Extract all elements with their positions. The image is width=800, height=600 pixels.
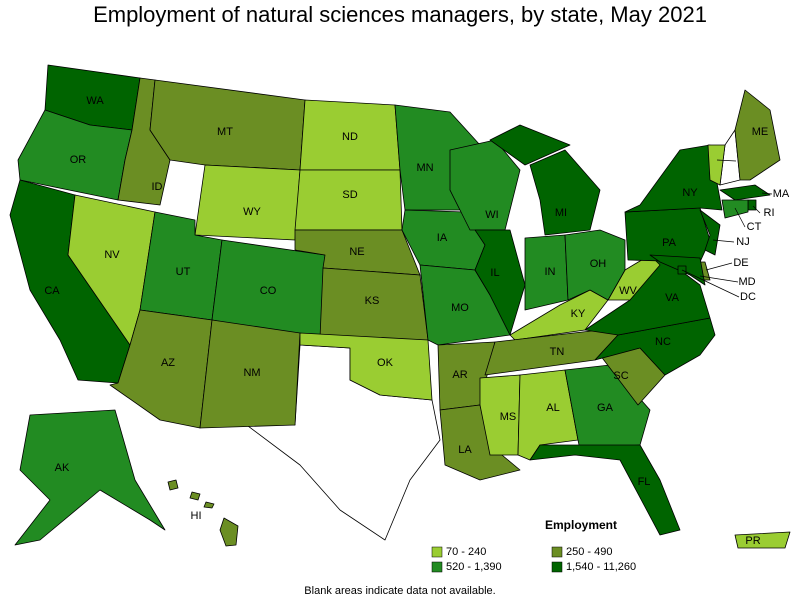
state bbox=[624, 207, 711, 263]
state-label: MT bbox=[217, 126, 233, 138]
state-label: OH bbox=[590, 258, 607, 270]
state-label: PR bbox=[745, 535, 760, 547]
state-label: MI bbox=[555, 207, 567, 219]
state-label: IA bbox=[437, 232, 448, 244]
state-label: ID bbox=[152, 181, 163, 193]
state-label: SD bbox=[342, 189, 357, 201]
state-label: AR bbox=[452, 369, 467, 381]
leader-line bbox=[712, 239, 735, 243]
state-label: WY bbox=[243, 206, 261, 218]
state bbox=[747, 199, 757, 211]
leader-line bbox=[681, 269, 740, 298]
legend-label: 250 - 490 bbox=[566, 546, 612, 558]
leader-line bbox=[761, 192, 773, 195]
state bbox=[529, 444, 681, 536]
state-label: NM bbox=[243, 367, 260, 379]
state bbox=[194, 164, 301, 241]
state-label: NV bbox=[104, 249, 120, 261]
state bbox=[189, 491, 201, 501]
legend: 70 - 240 250 - 490 520 - 1,390 1,540 - 11,2… bbox=[431, 546, 636, 573]
state bbox=[479, 374, 521, 456]
state-label: NJ bbox=[736, 236, 749, 248]
legend-label: 1,540 - 11,260 bbox=[566, 561, 636, 573]
state-label: WV bbox=[619, 285, 637, 297]
legend-title: Employment bbox=[545, 518, 617, 532]
leader-line bbox=[699, 275, 739, 283]
state bbox=[719, 184, 771, 201]
state-label: KY bbox=[571, 308, 586, 320]
legend-swatch bbox=[431, 561, 443, 573]
legend-label: 520 - 1,390 bbox=[446, 561, 502, 573]
state bbox=[219, 517, 239, 547]
state-label: WI bbox=[485, 209, 498, 221]
state-label: SC bbox=[613, 370, 628, 382]
state-label: HI bbox=[191, 510, 202, 522]
state bbox=[489, 124, 571, 166]
leader-line bbox=[705, 262, 733, 271]
leader-line bbox=[734, 207, 746, 228]
state-label: ND bbox=[342, 131, 358, 143]
state bbox=[624, 144, 723, 213]
state-label: GA bbox=[597, 402, 614, 414]
state-label: AZ bbox=[161, 357, 175, 369]
state bbox=[707, 144, 726, 186]
state-label: ME bbox=[752, 126, 769, 138]
state bbox=[734, 89, 781, 181]
legend-label: 70 - 240 bbox=[446, 546, 486, 558]
state bbox=[721, 199, 749, 219]
state-label: TN bbox=[550, 346, 565, 358]
footnote: Blank areas indicate data not available. bbox=[304, 585, 495, 597]
state-label: AK bbox=[55, 462, 70, 474]
state-label: VA bbox=[665, 292, 680, 304]
state-label: MS bbox=[500, 411, 517, 423]
legend-swatch bbox=[551, 561, 563, 573]
map-title: Employment of natural sciences managers,… bbox=[93, 2, 707, 27]
state-label: KS bbox=[365, 295, 380, 307]
state-label: DE bbox=[733, 257, 748, 269]
state-label: NE bbox=[349, 246, 364, 258]
state-label: MA bbox=[773, 188, 790, 200]
state-label: CO bbox=[260, 285, 277, 297]
state-label: LA bbox=[458, 444, 472, 456]
state-label: IL bbox=[490, 267, 499, 279]
state-label: WA bbox=[86, 95, 104, 107]
state bbox=[474, 229, 526, 336]
state-label: RI bbox=[764, 207, 775, 219]
state-label: IN bbox=[545, 266, 556, 278]
state-label: UT bbox=[176, 266, 191, 278]
state bbox=[299, 332, 433, 401]
state-label: MO bbox=[451, 302, 469, 314]
state bbox=[203, 501, 215, 509]
state bbox=[734, 531, 791, 549]
state-label: PA bbox=[662, 237, 677, 249]
state-label: AL bbox=[546, 402, 559, 414]
legend-swatch bbox=[431, 546, 443, 558]
state-label: DC bbox=[740, 291, 756, 303]
state bbox=[167, 479, 179, 491]
states: WA OR CA NV ID MT WY UT CO AZ NM ND SD NE KS OK MN IA MO AR… bbox=[9, 64, 791, 549]
state-label: OR bbox=[70, 154, 87, 166]
state bbox=[699, 209, 721, 256]
state-label: CT bbox=[747, 221, 762, 233]
leader-line bbox=[752, 205, 761, 214]
state bbox=[199, 319, 301, 429]
state-label: CA bbox=[44, 285, 60, 297]
state-label: FL bbox=[638, 476, 651, 488]
state-label: MN bbox=[416, 162, 433, 174]
state bbox=[564, 229, 626, 301]
state bbox=[529, 149, 601, 236]
state bbox=[14, 409, 166, 546]
state-label: NY bbox=[682, 187, 698, 199]
legend-swatch bbox=[551, 546, 563, 558]
state-label: NC bbox=[655, 336, 671, 348]
state-label: MD bbox=[738, 276, 755, 288]
leader-line bbox=[716, 159, 737, 162]
state-label: OK bbox=[377, 357, 394, 369]
state bbox=[649, 254, 706, 286]
